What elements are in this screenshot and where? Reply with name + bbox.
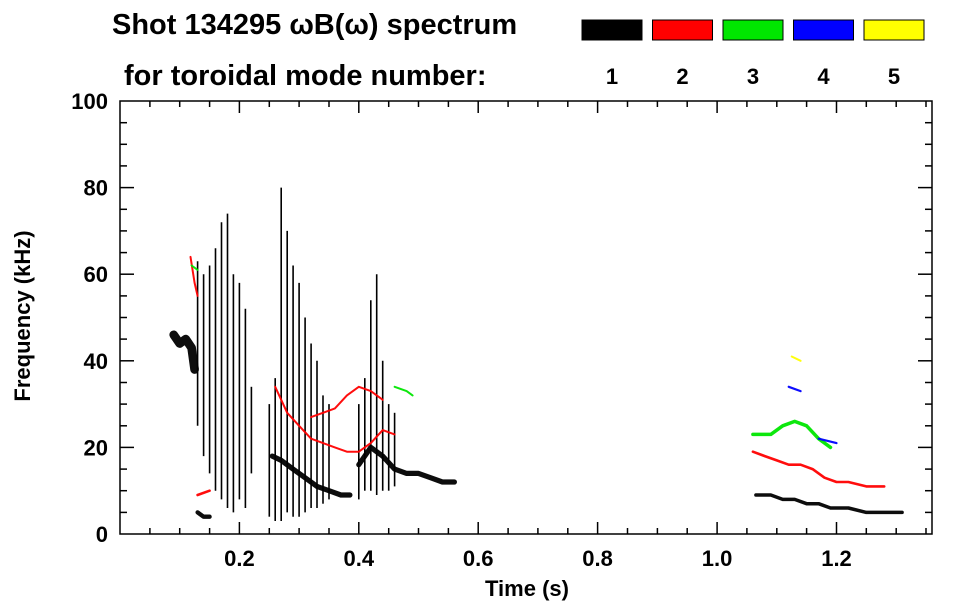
series-6-mode-2 bbox=[274, 385, 396, 453]
x-axis: 0.2 0.4 0.6 0.8 1.0 1.2 bbox=[149, 101, 927, 571]
legend-swatch-mode-3 bbox=[722, 19, 784, 41]
chart-title: Shot 134295 ωB(ω) spectrum bbox=[112, 9, 517, 41]
y-axis: 0 20 40 60 80 100 bbox=[71, 89, 932, 547]
legend-swatch-mode-2 bbox=[652, 19, 713, 41]
legend-swatch-mode-1 bbox=[581, 19, 643, 41]
legend-label-mode-2: 2 bbox=[676, 64, 688, 89]
series-10-mode-2 bbox=[751, 450, 886, 488]
series-15-mode-4 bbox=[817, 437, 838, 445]
legend: 1 2 3 4 5 bbox=[581, 19, 925, 89]
series-9-mode-2 bbox=[196, 489, 211, 497]
legend-swatch-mode-5 bbox=[863, 19, 925, 41]
series-4-mode-1 bbox=[356, 444, 457, 485]
y-tick-label: 60 bbox=[84, 262, 108, 287]
legend-label-mode-3: 3 bbox=[747, 64, 759, 89]
x-tick-label: 0.2 bbox=[224, 546, 255, 571]
series-7-mode-2 bbox=[310, 385, 384, 419]
y-axis-label: Frequency (kHz) bbox=[10, 230, 35, 401]
legend-swatch-mode-4 bbox=[793, 19, 854, 41]
y-tick-label: 40 bbox=[84, 349, 108, 374]
x-tick-label: 1.2 bbox=[821, 546, 852, 571]
series-3-mode-1 bbox=[269, 453, 353, 498]
legend-label-mode-1: 1 bbox=[606, 64, 618, 89]
y-tick-label: 20 bbox=[84, 435, 108, 460]
plot-area: 0.2 0.4 0.6 0.8 1.0 1.2 0 20 40 60 80 100 bbox=[71, 89, 933, 571]
x-tick-label: 0.6 bbox=[463, 546, 494, 571]
series-1-mode-1 bbox=[195, 510, 212, 519]
series-11-mode-3 bbox=[190, 264, 199, 271]
x-tick-label: 1.0 bbox=[702, 546, 733, 571]
x-tick-label: 0.4 bbox=[344, 546, 375, 571]
series-5-mode-1 bbox=[754, 493, 904, 515]
series-16-mode-5 bbox=[790, 355, 802, 362]
x-tick-label: 0.8 bbox=[582, 546, 613, 571]
y-tick-label: 100 bbox=[71, 89, 108, 114]
y-tick-label: 0 bbox=[96, 522, 108, 547]
title-group: Shot 134295 ωB(ω) spectrum for toroidal … bbox=[112, 9, 517, 92]
series-12-mode-3 bbox=[393, 385, 414, 397]
series-13-mode-3 bbox=[751, 419, 833, 450]
series-0-mode-1 bbox=[169, 330, 199, 374]
legend-label-mode-4: 4 bbox=[817, 64, 830, 89]
chart-subtitle: for toroidal mode number: bbox=[124, 60, 487, 92]
data-layer bbox=[169, 187, 904, 521]
x-axis-label: Time (s) bbox=[485, 576, 569, 601]
y-tick-label: 80 bbox=[84, 176, 108, 201]
legend-label-mode-5: 5 bbox=[888, 64, 900, 89]
series-8-mode-2 bbox=[189, 255, 199, 297]
series-14-mode-4 bbox=[787, 385, 802, 393]
